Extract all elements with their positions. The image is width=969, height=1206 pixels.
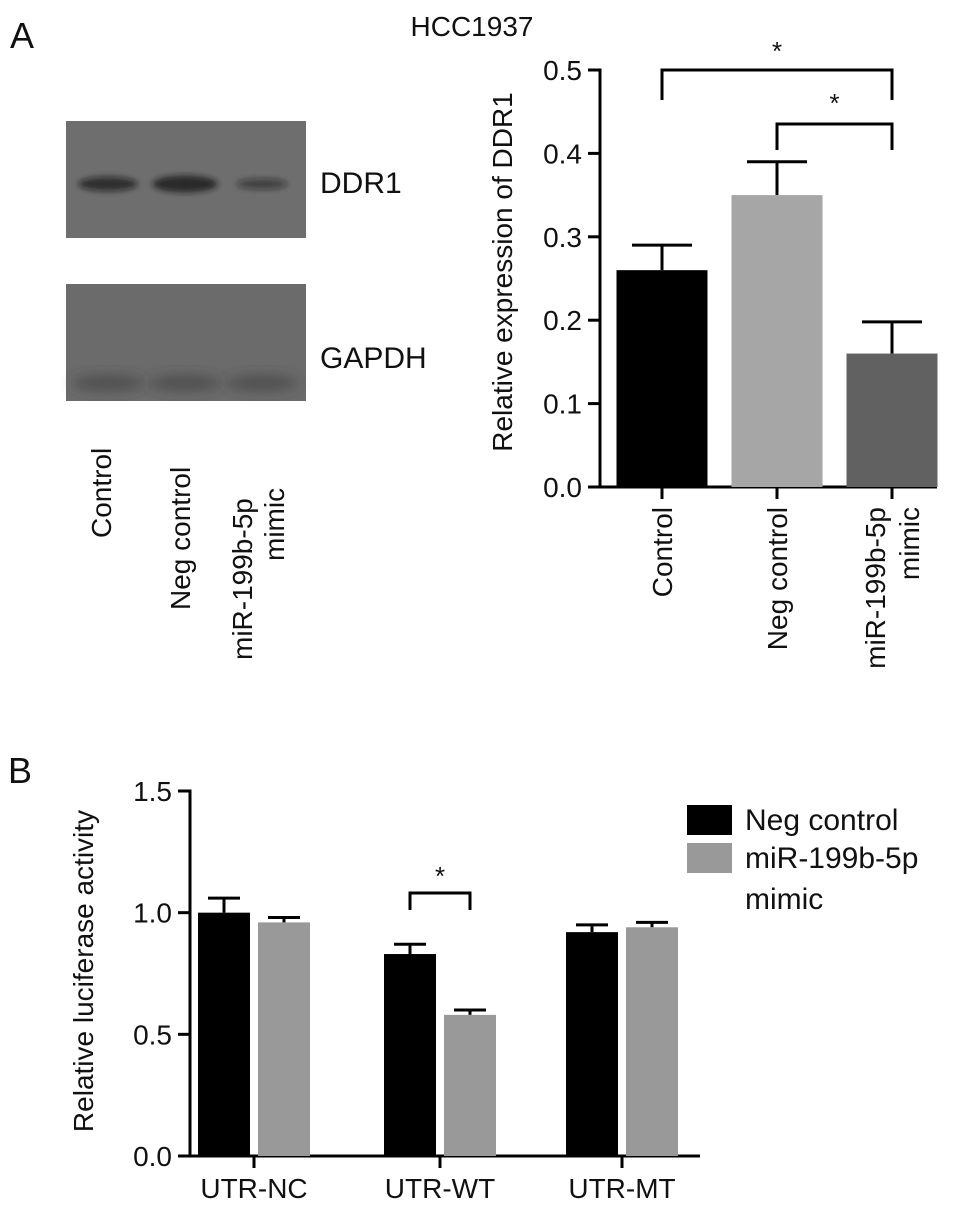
chart-b-y-tick-label: 1.5: [133, 776, 172, 807]
chart-a-x-tick-label: Neg control: [762, 507, 793, 650]
chart-b-y-tick-label: 0.0: [133, 1141, 172, 1172]
legend-swatch-neg-control: [687, 805, 732, 835]
blot-label-gapdh: GAPDH: [320, 342, 427, 375]
chart-b-ylabel: Relative luciferase activity: [68, 810, 99, 1132]
legend-label-mimic: mimic: [745, 883, 823, 916]
blot-smear-gapdh: [72, 375, 144, 391]
chart-a-significance-bracket: [660, 68, 894, 100]
chart-b-x-tick-label: UTR-MT: [568, 1173, 675, 1204]
blot-lane-label-mir: miR-199b-5p: [227, 498, 258, 660]
chart-a-y-tick-label: 0.3: [543, 222, 582, 253]
chart-b-bar: [198, 912, 250, 1156]
chart-a-bar: [846, 353, 938, 487]
chart-b-bar: [444, 1014, 496, 1156]
chart-b-significance-bracket: [408, 891, 472, 910]
chart-b-significance-star: *: [435, 861, 445, 891]
legend-swatch-mir-mimic: [687, 843, 732, 873]
chart-b-x-tick-label: UTR-NC: [200, 1173, 307, 1204]
western-blot: DDR1 GAPDH Control Neg control miR-199b-…: [66, 121, 427, 660]
chart-b-bar: [258, 922, 310, 1156]
blot-smear-gapdh: [149, 375, 221, 391]
chart-a-x-tick-label: Control: [647, 507, 678, 597]
chart-a-bar: [616, 270, 708, 487]
chart-a-significance-star: *: [829, 88, 839, 118]
legend-label-neg-control: Neg control: [745, 804, 898, 837]
panel-a-label: A: [10, 15, 34, 56]
chart-a-y-tick-label: 0.2: [543, 305, 582, 336]
panel-b-label: B: [8, 750, 32, 791]
chart-a-y-tick-label: 0.4: [543, 138, 582, 169]
chart-a-x-tick-label: mimic: [894, 507, 925, 580]
chart-b-bar: [384, 954, 436, 1156]
blot-label-ddr1: DDR1: [320, 167, 402, 200]
blot-smear-gapdh: [226, 375, 298, 391]
chart-a-y-tick-label: 0.5: [543, 55, 582, 86]
legend-label-mir: miR-199b-5p: [745, 842, 918, 875]
chart-b-bar: [566, 932, 618, 1156]
blot-lane-label-neg-control: Neg control: [165, 467, 196, 610]
chart-b-y-tick-label: 1.0: [133, 898, 172, 929]
chart-b: Relative luciferase activity 0.0 0.5 1.0 1.…: [68, 776, 700, 1204]
chart-a-bar: [731, 195, 823, 487]
chart-a-title: HCC1937: [411, 11, 534, 42]
chart-a-ylabel: Relative expression of DDR1: [487, 92, 518, 452]
blot-band-ddr1: [78, 176, 138, 192]
chart-b-legend: Neg control miR-199b-5p mimic: [687, 804, 918, 916]
chart-b-x-tick-label: UTR-WT: [385, 1173, 495, 1204]
chart-a-x-tick-label: miR-199b-5p: [860, 507, 891, 669]
blot-lane-label-mimic: mimic: [259, 488, 290, 561]
chart-a-significance-bracket: [775, 122, 894, 150]
blot-band-ddr1: [152, 175, 218, 193]
blot-lane-label-control: Control: [86, 448, 117, 538]
chart-b-bar: [626, 927, 678, 1156]
chart-a-y-tick-label: 0.1: [543, 389, 582, 420]
chart-a-significance-star: *: [772, 36, 782, 66]
chart-b-y-tick-label: 0.5: [133, 1019, 172, 1050]
chart-a: HCC1937 Relative expression of DDR1 0.0 0…: [411, 11, 938, 669]
blot-band-ddr1: [236, 178, 288, 190]
chart-a-y-tick-label: 0.0: [543, 472, 582, 503]
